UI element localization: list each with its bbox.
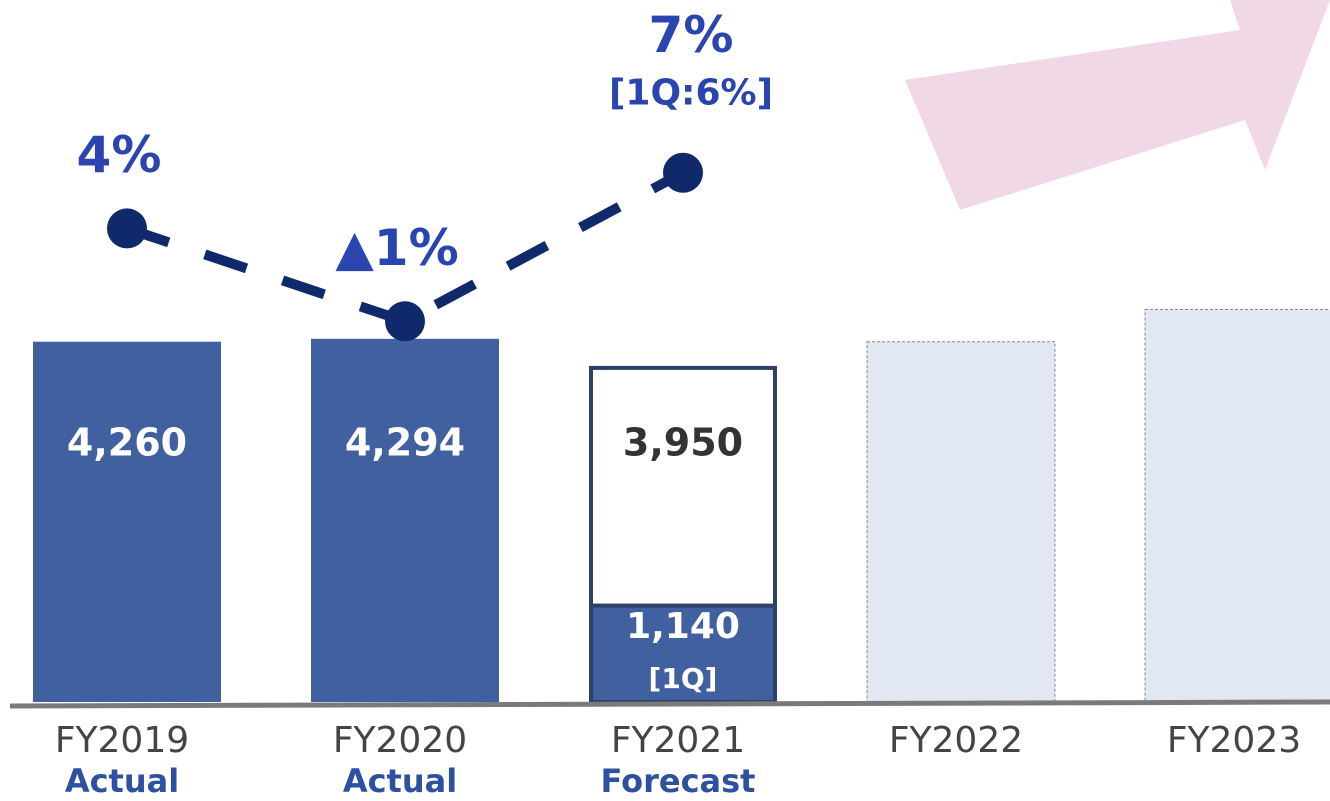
x-tick-label: FY2021 [611, 720, 745, 761]
x-tick-label: FY2019 [55, 720, 189, 761]
bar [866, 341, 1056, 703]
baseline [9, 699, 1330, 709]
line-marker [107, 208, 147, 249]
line [125, 168, 686, 327]
x-status-label: Actual [343, 762, 457, 800]
bar-value-label: 3,950 [623, 421, 743, 465]
bar-segment [589, 603, 777, 705]
x-tick-label: FY2023 [1167, 720, 1301, 761]
bar-value-label: 4,294 [345, 421, 465, 465]
line-value-label: 7% [649, 6, 734, 64]
line-marker [385, 301, 425, 342]
bar [33, 341, 221, 702]
bar-value-label: 4,260 [67, 421, 187, 465]
line-note: [1Q:6%] [609, 73, 773, 114]
x-status-label: Actual [65, 762, 179, 800]
x-tick-label: FY2020 [333, 720, 467, 761]
decorative-arrow [905, 0, 1330, 210]
x-status-label: Forecast [601, 762, 756, 800]
bar [1144, 309, 1330, 703]
segment-note: [1Q] [649, 662, 718, 695]
line-value-label: ▲1% [335, 219, 458, 277]
line-marker [663, 152, 703, 193]
line-value-label: 4% [77, 126, 162, 184]
segment-value-label: 1,140 [626, 606, 740, 647]
bar [311, 338, 499, 702]
x-tick-label: FY2022 [889, 720, 1023, 761]
